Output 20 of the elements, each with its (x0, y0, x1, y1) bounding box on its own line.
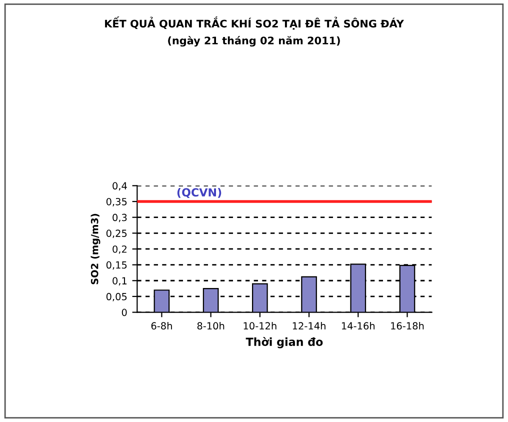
x-tick-label: 12-14h (292, 322, 326, 330)
y-tick-label: 0,25 (106, 230, 127, 238)
y-tick-label: 0,35 (106, 198, 127, 206)
x-tick-label: 14-16h (342, 322, 375, 330)
x-tick-label: 6-8h (151, 322, 172, 330)
x-tick-label: 8-10h (197, 322, 224, 330)
ref-line-label: (QCVN) (177, 188, 222, 198)
y-tick-label: 0 (122, 308, 127, 316)
chart-subtitle: (ngày 21 tháng 02 năm 2011) (168, 36, 340, 47)
x-tick-label: 10-12h (244, 322, 276, 330)
y-tick-label: 0,05 (106, 292, 127, 302)
x-tick-label: 16-18h (391, 322, 424, 330)
y-axis-title: SO2 (mg/m3) (90, 214, 100, 284)
chart-title: KẾT QUẢ QUAN TRẮC KHÍ SO2 TẠI ĐÊ TẢ SÔNG ĐÁY (105, 16, 404, 30)
y-tick-label: 0,2 (112, 245, 126, 254)
y-tick-label: 0,15 (106, 261, 127, 270)
y-tick-label: 0,4 (112, 182, 127, 191)
y-tick-label: 0,3 (112, 214, 127, 222)
x-axis-title: Thời gian đo (246, 336, 323, 348)
y-tick-label: 0,1 (112, 277, 127, 286)
